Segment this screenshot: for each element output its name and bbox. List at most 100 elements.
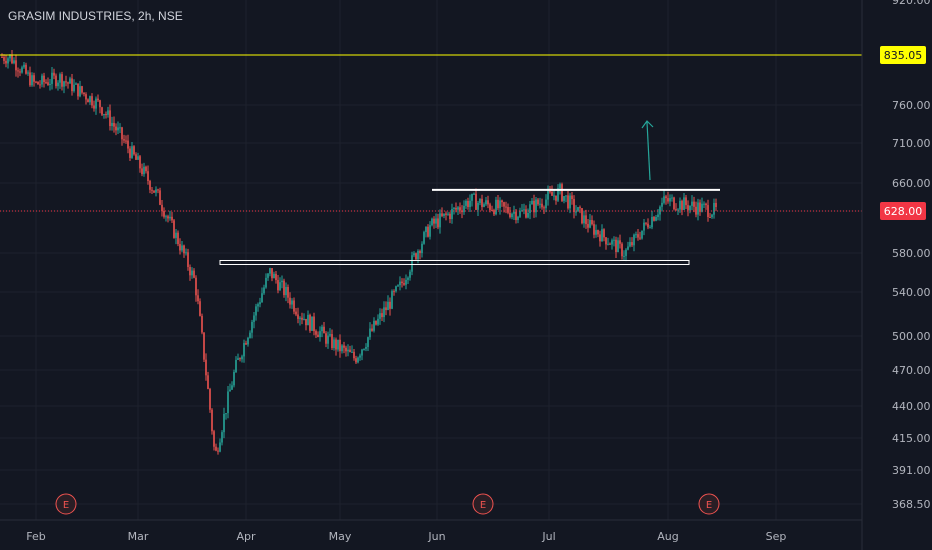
candle-body — [533, 200, 535, 213]
candle-body — [119, 127, 121, 129]
candle-body — [327, 335, 329, 344]
candle-body — [465, 201, 467, 206]
price-tick-label: 920.00 — [892, 0, 931, 7]
candle-body — [363, 348, 365, 350]
candle-body — [377, 318, 379, 325]
candle-body — [93, 105, 95, 109]
candle-body — [275, 273, 277, 281]
earnings-marker — [698, 493, 720, 515]
candle-body — [373, 320, 375, 331]
candle-body — [649, 227, 651, 229]
candle-body — [381, 313, 383, 318]
candle-body — [593, 224, 595, 235]
candle-body — [317, 334, 319, 338]
candle-body — [303, 318, 305, 320]
candle-body — [67, 82, 69, 84]
candle-body — [147, 171, 149, 181]
candle-body — [301, 317, 303, 320]
candle-body — [347, 349, 349, 352]
candle-body — [607, 243, 609, 245]
candle-body — [207, 375, 209, 389]
candle-body — [539, 203, 541, 205]
candle-body — [253, 315, 255, 322]
candle-body — [283, 280, 285, 296]
candle-body — [595, 230, 597, 235]
candle-body — [541, 203, 543, 208]
price-tick-label: 500.00 — [892, 330, 931, 343]
candle-body — [443, 213, 445, 216]
candle-body — [563, 196, 565, 201]
candle-body — [117, 127, 119, 131]
candle-body — [637, 234, 639, 238]
candle-body — [669, 198, 671, 202]
candle-body — [259, 302, 261, 305]
candle-body — [193, 270, 195, 278]
candle-body — [353, 351, 355, 359]
earnings-marker-label: E — [706, 500, 712, 511]
candle-body — [545, 199, 547, 209]
candle-body — [613, 239, 615, 241]
candle-body — [579, 207, 581, 209]
candle-body — [49, 83, 51, 86]
candle-body — [341, 345, 343, 352]
candle-body — [455, 207, 457, 210]
candle-body — [343, 345, 345, 348]
candle-body — [45, 82, 47, 84]
candle-body — [651, 216, 653, 228]
price-tick-label: 440.00 — [892, 400, 931, 413]
candle-body — [713, 202, 715, 215]
candle-body — [11, 54, 13, 64]
candle-body — [69, 78, 71, 84]
candle-body — [527, 213, 529, 218]
candle-body — [511, 213, 513, 218]
candle-body — [7, 58, 9, 64]
candle-body — [709, 216, 711, 218]
candle-body — [543, 207, 545, 209]
candle-body — [201, 315, 203, 333]
candle-body — [59, 74, 61, 83]
candle-body — [525, 209, 527, 218]
candle-body — [555, 195, 557, 201]
candle-body — [143, 166, 145, 175]
candle-body — [325, 333, 327, 344]
candle-body — [313, 316, 315, 332]
candle-body — [667, 198, 669, 202]
candle-body — [623, 255, 625, 257]
candle-body — [185, 252, 187, 254]
price-tick-label: 660.00 — [892, 177, 931, 190]
candle-body — [497, 199, 499, 209]
candle-body — [405, 279, 407, 285]
candle-body — [91, 96, 93, 106]
candle-body — [103, 114, 105, 116]
candle-body — [505, 206, 507, 208]
time-tick-label: Apr — [236, 530, 256, 543]
price-tick-label: 368.50 — [892, 498, 931, 511]
candle-series — [1, 49, 717, 455]
candle-body — [239, 358, 241, 360]
candle-body — [393, 291, 395, 293]
candle-body — [565, 195, 567, 197]
candle-body — [131, 146, 133, 158]
candle-body — [231, 385, 233, 390]
candle-body — [181, 245, 183, 251]
candle-body — [27, 72, 29, 74]
candle-body — [71, 78, 73, 92]
candle-body — [33, 75, 35, 82]
candle-body — [115, 126, 117, 131]
candle-body — [53, 72, 55, 76]
candle-body — [557, 188, 559, 201]
candle-body — [365, 346, 367, 349]
candle-body — [647, 223, 649, 228]
candle-body — [523, 209, 525, 211]
candle-body — [683, 197, 685, 210]
candle-body — [609, 243, 611, 245]
candle-body — [177, 232, 179, 245]
candle-body — [469, 200, 471, 208]
candle-body — [575, 211, 577, 213]
candle-body — [671, 197, 673, 199]
arrow-up-icon — [646, 121, 651, 181]
candle-body — [329, 334, 331, 336]
candle-body — [547, 191, 549, 200]
